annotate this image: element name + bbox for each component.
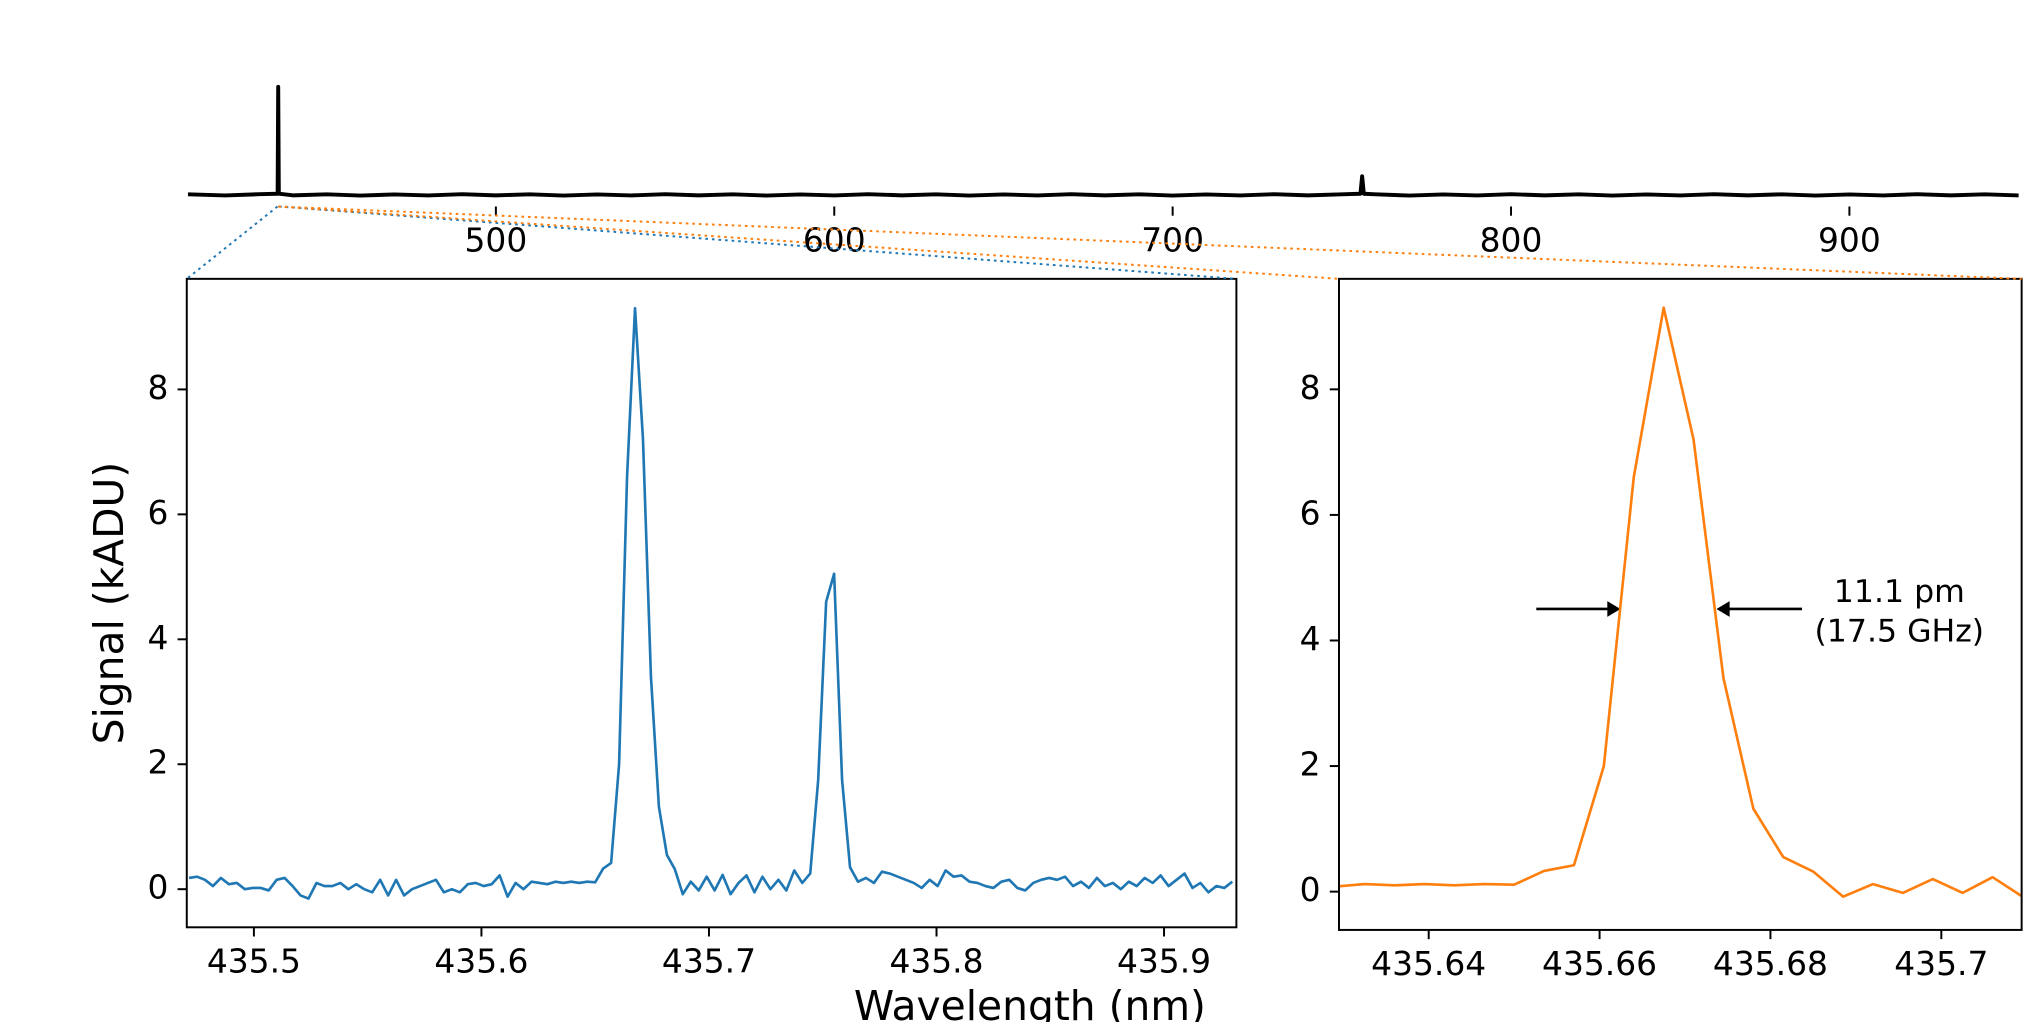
annotation: (17.5 GHz) — [1815, 614, 1985, 650]
zoom-connector — [186, 205, 279, 280]
x-tick-label: 500 — [465, 221, 528, 260]
y-tick-label: 2 — [1300, 745, 1321, 784]
x-tick-label: 435.5 — [207, 941, 301, 980]
y-tick-label: 0 — [1300, 870, 1321, 909]
data-line — [188, 306, 1234, 900]
data-line — [1338, 306, 2022, 898]
x-tick-label: 435.8 — [889, 941, 983, 980]
plot-frame — [185, 277, 1238, 929]
zoom-connector — [279, 205, 1237, 280]
x-tick-label: 700 — [1141, 221, 1204, 260]
annotation: 11.1 pm — [1834, 574, 1965, 610]
arrow-head — [1607, 601, 1621, 617]
x-tick-label: 600 — [803, 221, 866, 260]
x-axis-label: Wavelength (nm) — [854, 982, 1206, 1022]
data-line — [187, 84, 2019, 198]
y-axis-label: Signal (kADU) — [85, 462, 133, 745]
x-tick-label: 435.6 — [434, 941, 528, 980]
x-tick-label: 900 — [1818, 221, 1881, 260]
x-tick-label: 800 — [1480, 221, 1543, 260]
x-tick-label: 435.64 — [1371, 944, 1486, 983]
zoom-connector — [278, 205, 2022, 280]
x-tick-label: 435.68 — [1713, 944, 1828, 983]
x-tick-label: 435.66 — [1542, 944, 1657, 983]
y-tick-label: 2 — [147, 743, 168, 782]
arrow-head — [1716, 601, 1730, 617]
y-tick-label: 4 — [147, 618, 168, 657]
y-tick-label: 8 — [1300, 368, 1321, 407]
plot-frame — [1338, 277, 2023, 931]
x-tick-label: 435.9 — [1117, 941, 1211, 980]
y-tick-label: 4 — [1300, 619, 1321, 658]
x-tick-label: 435.7 — [662, 941, 756, 980]
y-tick-label: 0 — [147, 868, 168, 907]
y-tick-label: 6 — [1300, 493, 1321, 532]
x-tick-label: 435.7 — [1894, 944, 1988, 983]
y-tick-label: 6 — [147, 493, 168, 532]
y-tick-label: 8 — [147, 368, 168, 407]
